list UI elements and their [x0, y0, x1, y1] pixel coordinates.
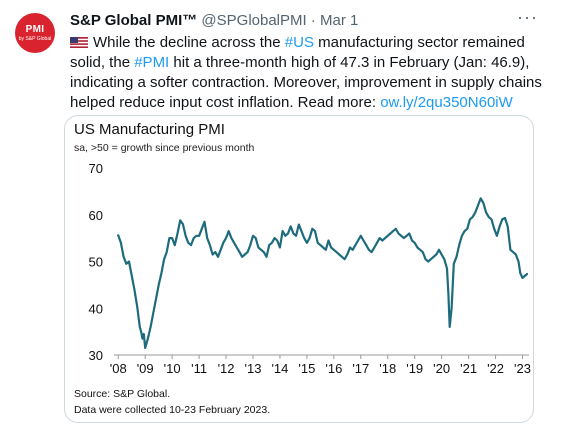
chart-image-card[interactable]: US Manufacturing PMI sa, >50 = growth si…: [64, 115, 534, 423]
hashtag-pmi[interactable]: #PMI: [134, 54, 170, 71]
x-tick-label: '09: [137, 361, 154, 376]
user-handle[interactable]: @SPGlobalPMI: [201, 12, 307, 29]
tweet-date[interactable]: Mar 1: [320, 12, 359, 29]
x-tick-label: '10: [164, 361, 181, 376]
avatar-logo-text: PMI: [25, 23, 45, 35]
separator-dot: ·: [310, 12, 316, 29]
x-tick-label: '08: [110, 361, 127, 376]
x-tick-label: '15: [298, 361, 315, 376]
series-line-pmi: [117, 197, 529, 350]
y-tick-label: 40: [89, 301, 103, 316]
more-horizontal-icon[interactable]: ···: [517, 7, 538, 27]
x-tick-label: '18: [379, 361, 396, 376]
read-more-link[interactable]: ow.ly/2qu350N60iW: [380, 94, 513, 111]
chart-note: Data were collected 10-23 February 2023.: [74, 404, 270, 416]
x-tick-label: '11: [191, 361, 207, 376]
hashtag-us[interactable]: #US: [284, 34, 314, 51]
display-name[interactable]: S&P Global PMI™: [70, 12, 198, 29]
x-tick-label: '17: [352, 361, 369, 376]
y-tick-label: 30: [89, 348, 103, 363]
avatar[interactable]: PMI by S&P Global: [15, 13, 55, 53]
x-tick-label: '21: [460, 361, 477, 376]
chart-source: Source: S&P Global.: [74, 388, 170, 400]
x-tick-label: '16: [325, 361, 342, 376]
x-tick-label: '20: [433, 361, 450, 376]
tweet-text: While the decline across the #US manufac…: [70, 33, 560, 113]
pmi-line-chart: US Manufacturing PMI sa, >50 = growth si…: [74, 121, 531, 416]
y-tick-label: 70: [89, 161, 103, 176]
x-tick-label: '13: [245, 361, 262, 376]
y-tick-label: 50: [89, 255, 103, 270]
avatar-logo-subtext: by S&P Global: [18, 35, 52, 42]
tweet-header: S&P Global PMI™ @SPGlobalPMI · Mar 1: [70, 12, 358, 29]
x-axis: '08 '09 '10 '11 '12 '13 '14 '15 '16 '17 '18 '19 '20 '…: [110, 354, 531, 376]
tweet-text-part: While the decline across the: [93, 34, 285, 51]
x-tick-label: '23: [514, 361, 531, 376]
tweet-text-part: hit a three-month high of 47.3 in Februa…: [70, 54, 542, 111]
y-tick-label: 60: [89, 208, 103, 223]
x-tick-label: '14: [271, 361, 288, 376]
chart-title: US Manufacturing PMI: [74, 121, 225, 138]
chart-subtitle: sa, >50 = growth since previous month: [74, 142, 255, 154]
x-tick-label: '12: [218, 361, 235, 376]
x-tick-label: '19: [406, 361, 423, 376]
x-tick-label: '22: [487, 361, 504, 376]
tweet-text-part: manufacturing sector remained solid, the: [70, 34, 525, 71]
y-axis: 30 40 50 60 70: [89, 161, 103, 363]
us-flag-icon: [70, 37, 88, 48]
